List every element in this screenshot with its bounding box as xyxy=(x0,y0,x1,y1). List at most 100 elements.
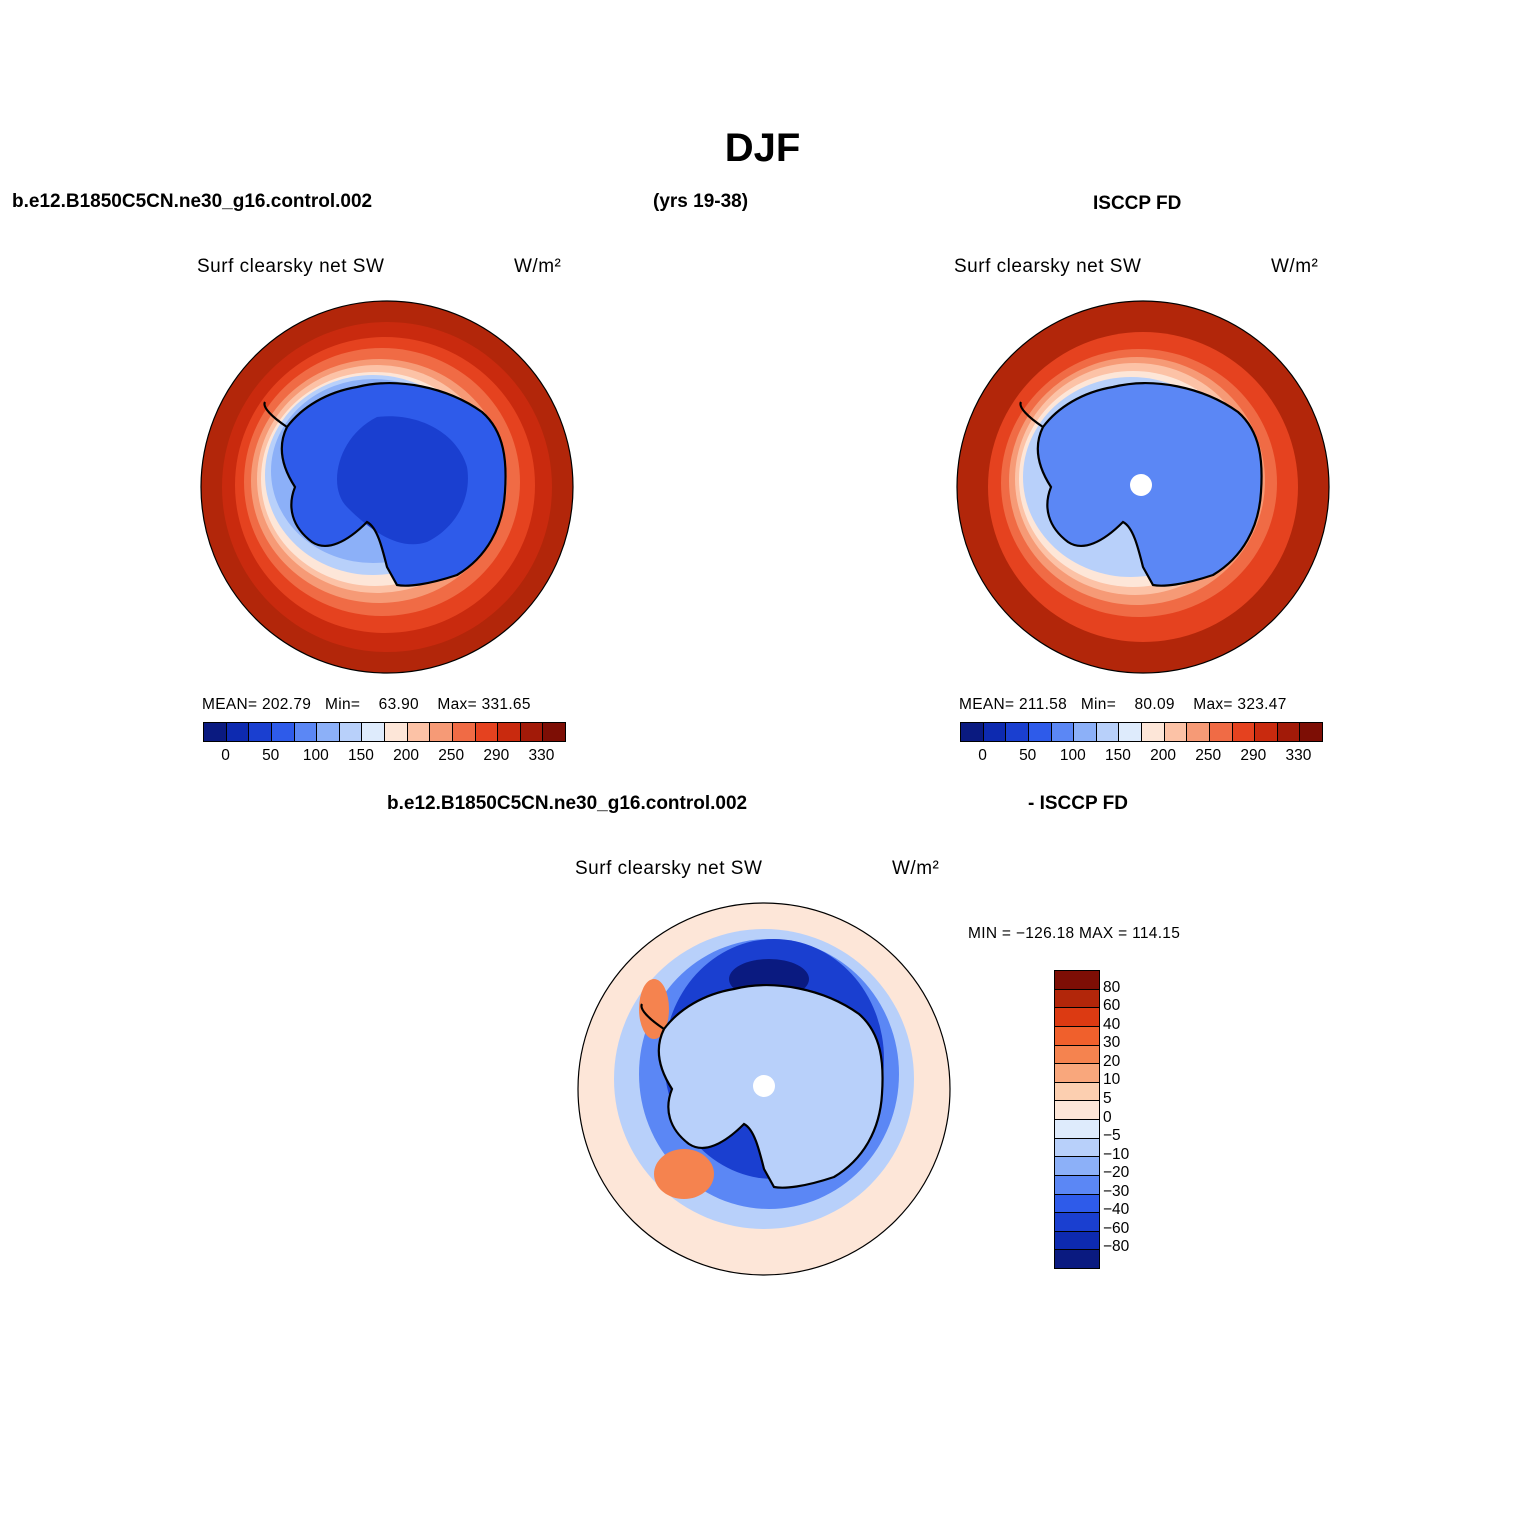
colorbar-tick-label: −60 xyxy=(1103,1219,1130,1237)
colorbar-tick-label: 250 xyxy=(1195,747,1222,764)
colorbar-swatch xyxy=(983,723,1007,741)
colorbar-swatch xyxy=(1096,723,1120,741)
colorbar-swatch xyxy=(385,723,408,741)
diff-obs-header: - ISCCP FD xyxy=(1028,793,1128,814)
panel2-mean-label: MEAN= xyxy=(959,696,1015,713)
panel3-units: W/m² xyxy=(892,858,940,879)
colorbar-swatch xyxy=(1209,723,1233,741)
antarctica-interior xyxy=(337,416,468,545)
panel1-title: Surf clearsky net SW xyxy=(197,256,385,277)
panel2-title: Surf clearsky net SW xyxy=(954,256,1142,277)
panel2-min: 80.09 xyxy=(1134,696,1175,713)
colorbar-swatch xyxy=(1055,1138,1099,1158)
case-name-header: b.e12.B1850C5CN.ne30_g16.control.002 xyxy=(12,191,373,212)
colorbar-swatch xyxy=(271,723,295,741)
colorbar-obs-labels: 0 50 100 150 200 250 290 330 xyxy=(960,747,1321,767)
colorbar-tick-label: −40 xyxy=(1103,1201,1130,1219)
figure-title: DJF xyxy=(724,126,801,170)
colorbar-tick-label: 60 xyxy=(1103,997,1121,1015)
colorbar-swatch xyxy=(1055,1008,1099,1027)
colorbar-swatch xyxy=(204,723,227,741)
colorbar-tick-label: 50 xyxy=(262,747,280,764)
colorbar-tick-label: 100 xyxy=(302,747,329,764)
colorbar-swatch xyxy=(1055,1082,1099,1102)
panel2-max: 323.47 xyxy=(1237,696,1287,713)
diff-case-header: b.e12.B1850C5CN.ne30_g16.control.002 xyxy=(387,793,748,814)
panel2-min-label: Min= xyxy=(1080,696,1117,713)
colorbar-tick-label: 5 xyxy=(1103,1089,1112,1107)
colorbar-swatch xyxy=(1277,723,1301,741)
panel1-stats: MEAN= 202.79 Min= 63.90 Max= 331.65 xyxy=(202,696,531,714)
colorbar-tick-label: 10 xyxy=(1103,1071,1121,1089)
colorbar-swatch xyxy=(1055,1250,1099,1268)
colorbar-tick-label: 100 xyxy=(1059,747,1086,764)
colorbar-model-labels: 0 50 100 150 200 250 290 330 xyxy=(203,747,564,767)
map-difference xyxy=(577,902,951,1276)
pole-hole xyxy=(1130,474,1152,496)
colorbar-swatch xyxy=(249,723,272,741)
colorbar-tick-label: 0 xyxy=(978,747,987,764)
colorbar-swatch xyxy=(1055,1120,1099,1139)
colorbar-swatch xyxy=(1055,1026,1099,1046)
colorbar-swatch xyxy=(543,723,565,741)
years-header: (yrs 19-38) xyxy=(653,191,749,212)
panel1-mean: 202.79 xyxy=(261,696,312,713)
colorbar-swatch xyxy=(407,723,431,741)
colorbar-swatch xyxy=(520,723,544,741)
colorbar-swatch xyxy=(961,723,984,741)
panel1-mean-label: MEAN= xyxy=(202,696,258,713)
colorbar-difference xyxy=(1054,970,1100,1269)
colorbar-swatch xyxy=(1055,1175,1099,1195)
colorbar-tick-label: −20 xyxy=(1103,1164,1130,1182)
colorbar-swatch xyxy=(1006,723,1029,741)
colorbar-tick-label: 290 xyxy=(1240,747,1267,764)
colorbar-swatch xyxy=(294,723,318,741)
panel2-units: W/m² xyxy=(1271,256,1319,277)
panel3-stats: MIN = −126.18 MAX = 114.15 xyxy=(968,925,1181,942)
colorbar-tick-label: 200 xyxy=(1150,747,1176,764)
colorbar-tick-label: 0 xyxy=(221,747,230,764)
coastline xyxy=(1019,382,1263,587)
colorbar-model xyxy=(203,722,566,742)
colorbar-swatch xyxy=(1164,723,1188,741)
colorbar-tick-label: 150 xyxy=(1105,747,1131,764)
colorbar-swatch xyxy=(226,723,250,741)
colorbar-swatch xyxy=(1028,723,1052,741)
colorbar-tick-label: 0 xyxy=(1103,1108,1112,1126)
colorbar-tick-label: 50 xyxy=(1019,747,1037,764)
diff-pos-1 xyxy=(654,1149,714,1199)
colorbar-tick-label: 330 xyxy=(528,747,555,764)
colorbar-tick-label: 150 xyxy=(348,747,374,764)
pole-hole xyxy=(753,1075,775,1097)
colorbar-swatch xyxy=(1187,723,1210,741)
coastline xyxy=(640,984,884,1189)
colorbar-swatch xyxy=(1255,723,1278,741)
panel2-stats: MEAN= 211.58 Min= 80.09 Max= 323.47 xyxy=(959,696,1287,714)
colorbar-swatch xyxy=(1055,1213,1099,1232)
colorbar-obs xyxy=(960,722,1323,742)
panel1-max: 331.65 xyxy=(481,696,531,713)
colorbar-swatch xyxy=(1119,723,1142,741)
obs-name-header: ISCCP FD xyxy=(1093,193,1182,214)
colorbar-swatch xyxy=(1142,723,1165,741)
colorbar-tick-label: 290 xyxy=(483,747,510,764)
panel3-title: Surf clearsky net SW xyxy=(575,858,763,879)
panel2-max-label: Max= xyxy=(1193,696,1233,713)
colorbar-swatch xyxy=(498,723,521,741)
panel1-min: 63.90 xyxy=(378,696,419,713)
colorbar-swatch xyxy=(339,723,363,741)
map-model xyxy=(200,300,574,674)
colorbar-swatch xyxy=(317,723,340,741)
colorbar-swatch xyxy=(1055,1157,1099,1176)
colorbar-swatch xyxy=(1055,989,1099,1009)
colorbar-swatch xyxy=(362,723,385,741)
colorbar-tick-label: 330 xyxy=(1285,747,1312,764)
colorbar-tick-label: 30 xyxy=(1103,1034,1121,1052)
colorbar-tick-label: 40 xyxy=(1103,1015,1121,1033)
colorbar-swatch xyxy=(1055,1194,1099,1214)
colorbar-swatch xyxy=(1232,723,1256,741)
colorbar-tick-label: 200 xyxy=(393,747,419,764)
colorbar-tick-label: 20 xyxy=(1103,1052,1121,1070)
colorbar-swatch xyxy=(475,723,499,741)
colorbar-swatch xyxy=(430,723,453,741)
